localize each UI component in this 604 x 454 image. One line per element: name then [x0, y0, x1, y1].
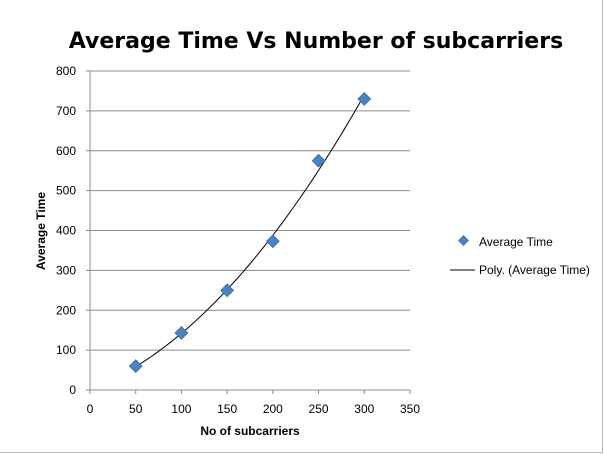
gridlines	[86, 70, 410, 391]
y-tick-label-200: 200	[56, 303, 76, 317]
y-tick-label-100: 100	[56, 343, 76, 357]
x-tick-labels: 0 50 100 150 200 250 300 350	[87, 402, 421, 416]
x-tick-label-300: 300	[354, 402, 374, 416]
data-point-100	[174, 326, 189, 340]
data-point-150	[220, 283, 235, 298]
data-point-50	[128, 359, 143, 374]
x-tick-label-150: 150	[217, 402, 237, 416]
y-tick-label-800: 800	[56, 64, 76, 78]
x-axis-title: No of subcarriers	[200, 424, 300, 438]
y-tick-label-400: 400	[56, 224, 76, 238]
x-tick-label-50: 50	[129, 402, 143, 416]
legend: Average Time Poly. (Average Time)	[450, 235, 590, 277]
x-tick-label-200: 200	[263, 402, 283, 416]
data-point-300	[357, 91, 372, 106]
legend-marker-diamond	[458, 235, 469, 246]
chart-title: Average Time Vs Number of subcarriers	[69, 29, 563, 54]
x-tick-label-0: 0	[87, 402, 94, 416]
y-tick-label-600: 600	[56, 144, 76, 158]
legend-series-label: Average Time	[479, 235, 553, 249]
y-tick-label-0: 0	[69, 383, 76, 397]
data-point-200	[265, 234, 280, 249]
x-tick-label-350: 350	[400, 402, 420, 416]
data-point-250	[311, 153, 326, 168]
x-tick-label-250: 250	[309, 402, 329, 416]
legend-trendline-label: Poly. (Average Time)	[479, 263, 590, 277]
y-tick-label-500: 500	[56, 184, 76, 198]
trendline	[135, 94, 365, 368]
y-tick-label-300: 300	[56, 263, 76, 277]
y-axis-title: Average Time	[34, 192, 48, 270]
axes	[89, 71, 411, 394]
y-tick-label-700: 700	[56, 104, 76, 118]
data-points	[128, 91, 372, 374]
y-tick-labels: 0 100 200 300 400 500 600 700 800	[56, 64, 76, 397]
x-tick-label-100: 100	[171, 402, 191, 416]
